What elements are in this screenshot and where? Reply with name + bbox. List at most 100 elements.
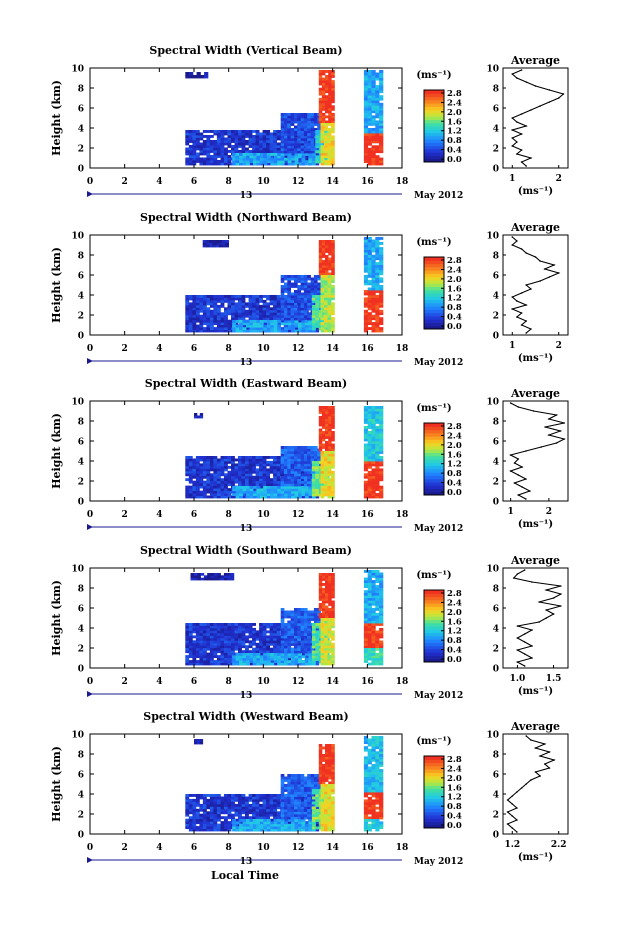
heatmap-cell [371,90,376,94]
heatmap-cell [245,465,249,469]
heatmap-cell [213,470,218,474]
heatmap-cell [259,473,263,477]
heatmap-cell [320,155,325,158]
heatmap-cell [273,145,277,148]
heatmap-cell [232,662,236,666]
heatmap-cell [231,490,235,494]
heatmap-cell [202,319,207,323]
heatmap-cell [303,483,308,487]
heatmap-cell [224,327,228,330]
heatmap-cell [311,329,316,333]
heatmap-cell [294,138,298,141]
heatmap-cell [266,147,270,151]
heatmap-cell [310,610,315,614]
heatmap-cell [266,475,270,479]
heatmap-cell [304,657,309,661]
heatmap-cell [300,466,305,469]
heatmap-cell [371,100,376,104]
heatmap-cell [307,640,311,644]
heatmap-cell [270,655,275,659]
heatmap-cell [262,137,267,141]
heatmap-cell [331,97,335,101]
heatmap-cell [212,240,216,243]
heatmap-cell [199,480,204,484]
heatmap-cell [327,145,332,149]
heatmap-cell [269,314,274,318]
heatmap-cell [199,473,204,477]
heatmap-cell [262,468,267,472]
colorbar-swatch [424,116,444,120]
heatmap-cell [269,623,274,626]
heatmap-cell [235,160,240,163]
heatmap-cell [206,147,211,151]
heatmap-cell [367,319,372,323]
heatmap-cell [255,478,260,482]
heatmap-cell [263,488,268,492]
heatmap-cell [325,272,329,276]
heatmap-cell [195,640,200,644]
heatmap-cell [290,317,295,321]
heatmap-cell [185,150,190,153]
heatmap-cell [367,426,372,429]
heatmap-cell [266,493,271,496]
heatmap-cell [379,267,384,271]
heatmap-cell [231,137,235,141]
heatmap-cell [287,615,291,619]
heatmap-cell [234,625,239,629]
profile-point [553,264,555,266]
colorbar-tick-label: 0.0 [447,155,462,165]
heatmap-cell [255,632,260,636]
heatmap-cell [185,478,190,482]
heatmap-cell [246,160,250,163]
heatmap-cell [199,635,204,639]
heatmap-cell [308,493,313,496]
heatmap-cell [206,150,211,153]
heatmap-cell [327,284,332,288]
heatmap-cell [234,458,239,462]
heatmap-cell [227,142,232,146]
heatmap-cell [188,647,193,651]
heatmap-cell [195,630,200,634]
heatmap-cell [280,305,285,308]
heatmap-cell [379,115,384,119]
heatmap-cell [209,155,214,158]
heatmap-cell [209,130,214,133]
heatmap-cell [308,327,313,330]
heatmap-cell [192,309,197,313]
heatmap-cell [202,483,207,487]
heatmap-cell [363,282,369,286]
colorbar-swatch [424,309,444,314]
heatmap-cell [315,478,320,482]
heatmap-cell [231,640,235,644]
heatmap-cell [367,493,372,496]
heatmap-cell [195,329,200,333]
heatmap-cell [363,297,369,301]
profile-point [517,406,520,408]
colorbar-swatch [424,306,444,310]
heatmap-cell [311,456,316,459]
heatmap-cell [238,645,242,649]
heatmap-cell [324,473,328,477]
heatmap-cell [363,95,369,99]
heatmap-cell [297,280,301,283]
heatmap-cell [280,329,285,333]
heatmap-cell [245,327,249,330]
heatmap-cell [206,660,211,663]
heatmap-cell [231,309,235,313]
heatmap-cell [277,660,282,663]
heatmap-cell [304,660,309,663]
heatmap-cell [213,309,218,313]
heatmap-cell [307,305,311,308]
heatmap-cell [241,324,246,328]
heatmap-cell [303,280,308,283]
heatmap-cell [280,453,285,457]
colorbar-unit: (ms⁻¹) [416,237,451,248]
heatmap-cell [301,483,306,487]
heatmap-cell [324,160,328,163]
profile-point [525,81,527,83]
heatmap-cell [300,148,305,151]
heatmap-cell [375,327,380,330]
heatmap-cell [234,647,239,651]
heatmap-cell [325,436,329,439]
heatmap-cell [262,147,267,151]
